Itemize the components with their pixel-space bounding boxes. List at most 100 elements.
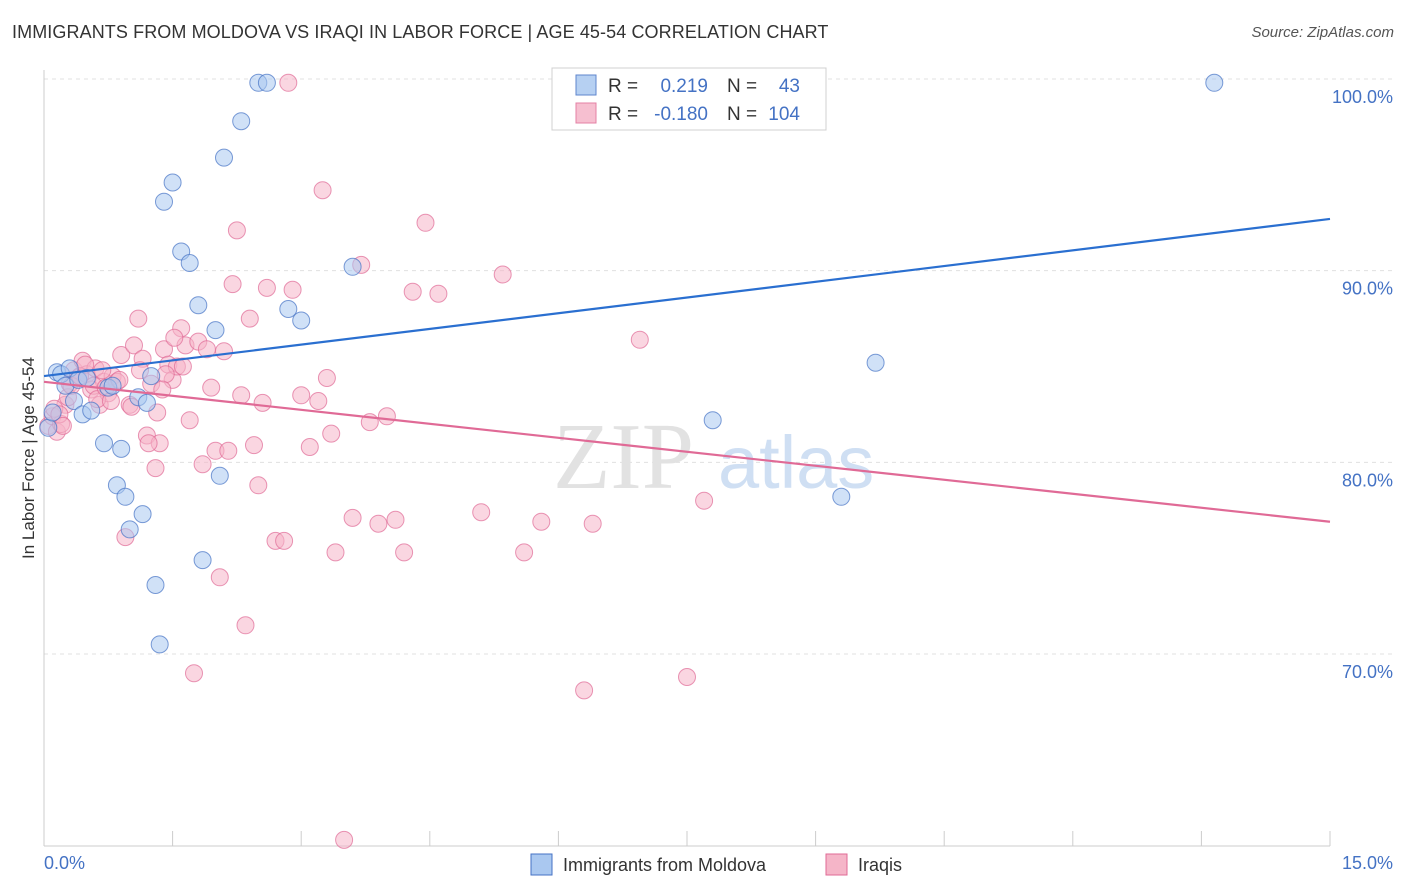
moldova-point xyxy=(210,466,229,485)
iraqis-point xyxy=(193,455,212,474)
moldova-point xyxy=(82,401,101,420)
moldova-point xyxy=(215,148,233,167)
moldova-point xyxy=(142,367,161,386)
moldova-point xyxy=(146,576,165,594)
legend-swatch-moldova xyxy=(575,74,597,96)
iraqis-point xyxy=(377,407,396,426)
iraqis-point xyxy=(180,411,199,430)
moldova-point xyxy=(155,192,173,211)
bottom-legend: Immigrants from Moldova Iraqis xyxy=(530,853,902,876)
iraqis-point xyxy=(275,531,294,550)
source-label: Source: ZipAtlas.com xyxy=(1251,24,1394,41)
iraqis-point xyxy=(326,543,345,562)
iraqis-point xyxy=(309,392,328,410)
moldova-point xyxy=(137,393,156,412)
grid xyxy=(44,78,1393,655)
iraqis-point xyxy=(112,346,131,364)
moldova-point xyxy=(193,551,212,570)
moldova-point xyxy=(112,439,131,458)
iraqis-point xyxy=(227,221,246,240)
moldova-point xyxy=(39,418,58,437)
moldova-trend-line xyxy=(43,217,1331,378)
moldova-point xyxy=(343,257,362,276)
y-tick-label: 70.0% xyxy=(1342,662,1393,682)
watermark-atlas: atlas xyxy=(718,421,874,504)
moldova-point xyxy=(43,403,62,422)
iraqis-point xyxy=(322,424,341,443)
iraqis-point xyxy=(249,476,268,495)
moldova-point xyxy=(163,173,182,192)
moldova-point xyxy=(257,73,276,92)
moldova-point xyxy=(103,376,122,395)
axes xyxy=(43,70,1331,847)
bottom-legend-swatch-moldova xyxy=(530,853,553,876)
iraqis-point xyxy=(403,282,422,301)
moldova-point xyxy=(116,487,135,506)
bottom-legend-label-moldova: Immigrants from Moldova xyxy=(563,855,767,875)
iraqis-point xyxy=(125,336,143,355)
iraqis-point xyxy=(532,512,551,531)
iraqis-point xyxy=(240,309,259,328)
iraqis-point xyxy=(575,681,594,700)
iraqis-point xyxy=(253,393,272,412)
moldova-point xyxy=(180,254,199,272)
legend-n-value-2: 104 xyxy=(768,104,800,125)
iraqis-point xyxy=(257,278,276,297)
bottom-legend-label-iraqis: Iraqis xyxy=(858,855,902,875)
moldova-point xyxy=(703,411,722,430)
iraqis-point xyxy=(416,213,435,232)
x-tick-label-max: 15.0% xyxy=(1342,853,1393,873)
iraqis-point xyxy=(232,386,251,405)
iraqis-point xyxy=(129,309,148,328)
iraqis-point xyxy=(202,378,221,397)
iraqis-point xyxy=(223,275,242,294)
iraqis-point xyxy=(215,342,233,361)
iraqis-point xyxy=(343,508,362,527)
watermark: ZIP atlas xyxy=(553,405,874,509)
y-axis-title: In Labor Force | Age 45-54 xyxy=(19,357,38,559)
iraqis-point xyxy=(236,616,255,635)
iraqis-point xyxy=(429,284,448,303)
y-tick-labels: 100.0% 90.0% 80.0% 70.0% xyxy=(1332,87,1393,682)
legend-n-label-2: N = xyxy=(727,104,757,125)
iraqis-point xyxy=(279,73,298,92)
x-tick-label-min: 0.0% xyxy=(44,853,85,873)
iraqis-point xyxy=(630,330,649,349)
iraqis-point xyxy=(165,328,184,347)
iraqis-point xyxy=(139,434,158,453)
iraqis-point xyxy=(219,441,238,460)
legend-n-label-1: N = xyxy=(727,76,757,97)
iraqis-point xyxy=(369,514,388,533)
watermark-zip: ZIP xyxy=(553,405,694,509)
moldova-point xyxy=(150,635,169,654)
iraqis-point xyxy=(472,503,491,522)
bottom-legend-swatch-iraqis xyxy=(825,853,848,876)
iraqis-point xyxy=(245,436,263,455)
iraqis-point xyxy=(283,280,302,299)
moldova-point xyxy=(65,392,83,410)
moldova-point xyxy=(95,434,113,453)
moldova-point xyxy=(832,487,851,506)
moldova-point xyxy=(866,353,885,372)
iraqis-trend-line xyxy=(43,380,1331,523)
iraqis-point xyxy=(583,514,602,533)
y-tick-label: 90.0% xyxy=(1342,279,1393,299)
iraqis-point xyxy=(313,181,332,200)
iraqis-point xyxy=(292,386,311,405)
y-tick-label: 80.0% xyxy=(1342,470,1393,490)
legend-r-value-2: -0.180 xyxy=(654,104,708,125)
iraqis-point xyxy=(395,543,414,562)
trend-lines xyxy=(43,217,1331,523)
legend-r-label-2: R = xyxy=(608,104,638,125)
moldova-point xyxy=(232,112,251,131)
iraqis-point xyxy=(300,438,319,456)
iraqis-point xyxy=(185,664,203,683)
chart-title: IMMIGRANTS FROM MOLDOVA VS IRAQI IN LABO… xyxy=(12,22,829,42)
legend-swatch-iraqis xyxy=(575,102,597,124)
moldova-point xyxy=(292,311,311,330)
legend-box: R = 0.219 N = 43 R = -0.180 N = 104 xyxy=(551,67,827,131)
legend-r-value-1: 0.219 xyxy=(660,76,708,97)
iraqis-point xyxy=(493,265,512,284)
iraqis-point xyxy=(335,830,354,849)
